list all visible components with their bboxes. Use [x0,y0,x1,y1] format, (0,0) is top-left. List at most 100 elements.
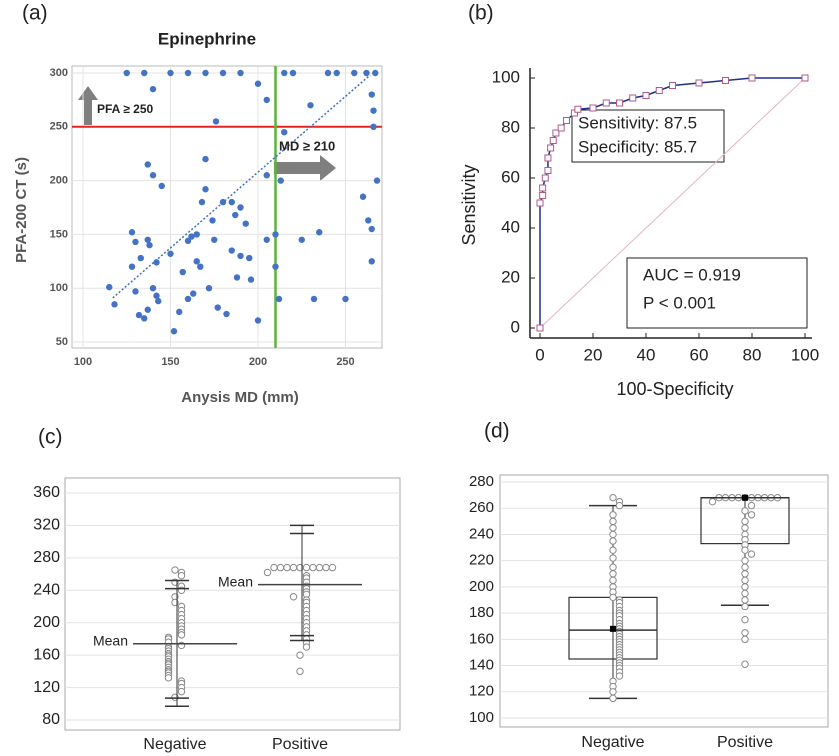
roc-point [536,199,544,207]
roc-point [602,99,610,107]
point [176,308,183,316]
panel-label: (b) [468,2,494,25]
point [228,198,235,206]
x-tick-label: 80 [743,345,762,364]
dot [741,660,749,668]
x-tick-label: 20 [584,345,603,364]
point [368,91,375,98]
panel-label: (a) [22,2,48,25]
point [149,172,157,179]
point [153,292,160,299]
dot [322,563,330,572]
dot [177,571,186,580]
point [272,263,279,270]
point [272,231,279,238]
dot [296,667,304,676]
point [137,254,144,262]
plot-frame-d [499,474,829,728]
dot [609,524,617,532]
point [277,177,284,184]
roc-point [574,105,582,113]
roc-point [722,77,729,84]
point [333,69,340,77]
category-label: Positive [717,734,773,751]
dot [741,517,749,526]
point [128,229,136,236]
point [167,250,174,257]
point [209,217,216,224]
roc-point [552,129,560,137]
mean-marker [610,625,616,632]
roc-point [557,124,565,132]
dot [164,674,173,682]
dot [747,501,756,510]
y-tick-label: 160 [469,630,494,647]
point [254,317,262,324]
point [310,295,318,303]
x-axis-label: 100-Specificity [616,379,733,399]
roc-point [748,74,756,82]
x-tick-label: 100 [74,356,92,368]
annotation: Sensitivity: 87.5 [578,113,697,132]
y-tick-label: 220 [469,552,494,569]
dot [296,651,304,659]
point [212,118,220,125]
y-tick-label: 100 [469,709,494,726]
x-tick-label: 60 [690,345,709,364]
auc-box [626,257,808,329]
roc-point [695,79,703,87]
point [281,128,288,136]
annotation: PFA ≥ 250 [97,102,153,116]
point [184,69,192,77]
point [372,69,379,77]
dot [741,602,749,611]
roc-point [589,104,597,112]
dot [615,672,624,680]
point [193,231,200,238]
dot [741,615,749,624]
point [363,69,370,77]
roc-point [655,87,663,94]
point [197,263,204,270]
point [128,263,136,270]
mean-label: Mean [93,632,128,648]
point [132,288,139,295]
dot [741,583,749,591]
y-tick-label: 240 [33,582,60,599]
y-tick-label: 20 [501,267,520,286]
point [167,69,174,77]
y-tick-label: 160 [33,646,60,663]
point [106,283,113,291]
y-tick-label: 40 [501,217,520,236]
y-tick-label: 100 [50,282,68,294]
dot [328,563,337,572]
roc-point [642,92,650,99]
roc-point [539,192,547,199]
criterion-box [571,109,725,163]
diagonal [539,77,806,329]
roc-point [547,144,555,152]
point [370,107,377,114]
point [132,238,139,246]
point [233,274,241,281]
dot [609,570,617,578]
annotation: P < 0.001 [643,293,716,312]
dot [741,546,749,554]
point [155,297,162,305]
annotation: Specificity: 85.7 [578,137,697,156]
x-tick-label: 200 [249,356,267,368]
point [247,276,255,283]
dot [741,507,749,515]
dot [609,537,617,545]
point [149,85,157,93]
y-tick-label: 280 [469,473,494,490]
x-tick-label: 150 [161,356,179,368]
x-axis-label: Anysis MD (mm) [181,389,299,406]
point [205,285,213,292]
dot [609,511,617,519]
panel-label: (c) [38,426,63,449]
dot [741,570,749,578]
point [281,69,288,77]
roc-point [541,174,549,182]
y-tick-label: 80 [42,711,60,728]
